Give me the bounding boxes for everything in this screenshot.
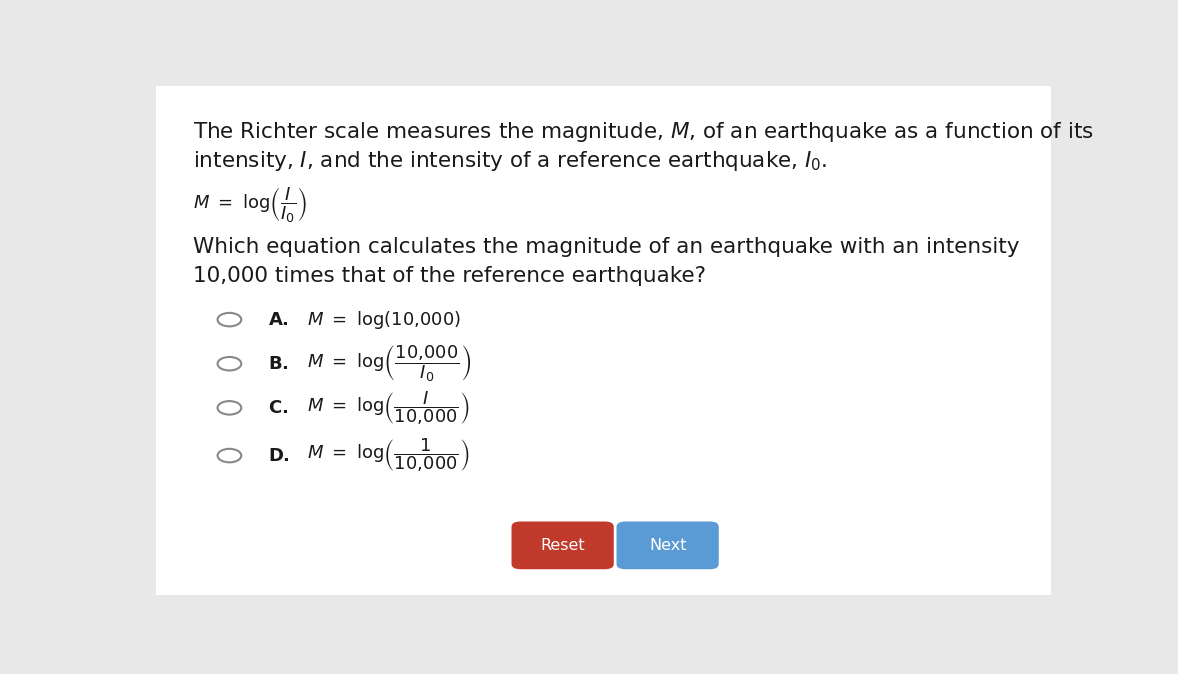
FancyBboxPatch shape [157,86,1051,594]
Text: Next: Next [649,538,687,553]
Text: $\mathbf{D.}$: $\mathbf{D.}$ [267,447,290,464]
Text: The Richter scale measures the magnitude, $M$, of an earthquake as a function of: The Richter scale measures the magnitude… [193,120,1093,144]
Text: $M\ =\ \log\!\left(\dfrac{I}{I_0}\right)$: $M\ =\ \log\!\left(\dfrac{I}{I_0}\right)… [193,185,306,224]
Text: $M\ =\ \log\!\left(\dfrac{10{,}000}{I_0}\right)$: $M\ =\ \log\!\left(\dfrac{10{,}000}{I_0}… [307,343,471,384]
Text: $\mathbf{C.}$: $\mathbf{C.}$ [267,399,287,417]
Text: $\mathbf{A.}$: $\mathbf{A.}$ [267,311,289,329]
Text: 10,000 times that of the reference earthquake?: 10,000 times that of the reference earth… [193,266,706,286]
Text: $M\ =\ \log(10{,}000)$: $M\ =\ \log(10{,}000)$ [307,309,462,331]
Text: $M\ =\ \log\!\left(\dfrac{I}{10{,}000}\right)$: $M\ =\ \log\!\left(\dfrac{I}{10{,}000}\r… [307,389,470,427]
Text: $M\ =\ \log\!\left(\dfrac{1}{10{,}000}\right)$: $M\ =\ \log\!\left(\dfrac{1}{10{,}000}\r… [307,437,470,474]
Text: Reset: Reset [541,538,585,553]
Text: Which equation calculates the magnitude of an earthquake with an intensity: Which equation calculates the magnitude … [193,237,1019,257]
FancyBboxPatch shape [511,522,614,570]
FancyBboxPatch shape [616,522,719,570]
Text: intensity, $I$, and the intensity of a reference earthquake, $I_0$.: intensity, $I$, and the intensity of a r… [193,150,827,173]
Text: $\mathbf{B.}$: $\mathbf{B.}$ [267,355,289,373]
